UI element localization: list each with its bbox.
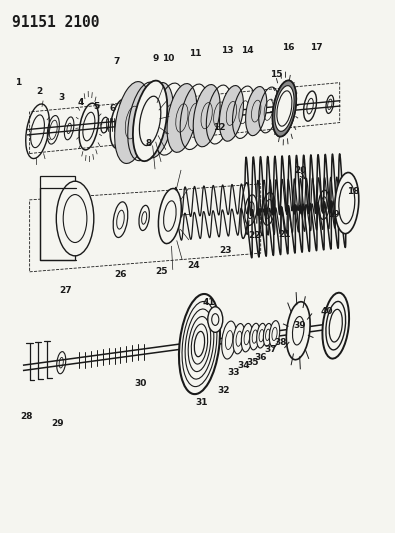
Ellipse shape [158, 189, 181, 244]
Text: 26: 26 [114, 270, 127, 279]
Ellipse shape [263, 324, 272, 346]
Text: 39: 39 [293, 321, 306, 329]
Text: 30: 30 [134, 379, 147, 388]
Ellipse shape [51, 181, 88, 256]
Text: 15: 15 [270, 70, 283, 79]
Text: 11: 11 [189, 49, 202, 58]
Text: 35: 35 [246, 358, 259, 367]
Ellipse shape [241, 183, 249, 238]
Ellipse shape [241, 324, 252, 352]
Text: 17: 17 [310, 44, 322, 52]
Text: 10: 10 [162, 54, 174, 63]
Bar [40, 176, 75, 260]
Ellipse shape [233, 324, 245, 354]
Text: 13: 13 [221, 46, 233, 55]
Text: 36: 36 [254, 353, 267, 361]
Text: 1: 1 [15, 78, 21, 87]
Text: 27: 27 [59, 286, 71, 295]
Text: 12: 12 [213, 124, 226, 132]
Ellipse shape [326, 302, 346, 350]
Text: 16: 16 [282, 44, 295, 52]
Text: 19: 19 [327, 210, 340, 219]
Text: 6: 6 [109, 104, 116, 113]
Ellipse shape [115, 82, 150, 164]
Text: 28: 28 [21, 413, 33, 421]
Text: 37: 37 [264, 345, 277, 353]
Text: 5: 5 [94, 102, 100, 111]
Text: 24: 24 [187, 261, 200, 270]
Text: 25: 25 [156, 268, 168, 276]
Text: 4: 4 [78, 98, 84, 107]
Ellipse shape [322, 293, 349, 359]
Ellipse shape [250, 324, 260, 350]
Ellipse shape [133, 80, 167, 161]
Ellipse shape [56, 181, 94, 256]
Text: 3: 3 [58, 93, 64, 101]
Text: 14: 14 [241, 46, 253, 55]
Ellipse shape [275, 86, 294, 131]
Text: 8: 8 [145, 140, 151, 148]
Ellipse shape [167, 84, 197, 152]
Text: 18: 18 [347, 188, 360, 196]
Text: 21: 21 [278, 230, 291, 239]
Text: 29: 29 [51, 419, 64, 428]
Text: 2: 2 [36, 87, 43, 96]
Text: 22: 22 [248, 231, 261, 240]
Text: 32: 32 [217, 386, 229, 394]
Text: 40: 40 [321, 308, 333, 316]
Ellipse shape [193, 85, 220, 147]
Text: 23: 23 [219, 246, 231, 255]
Ellipse shape [141, 83, 173, 158]
Text: 91151 2100: 91151 2100 [12, 15, 100, 30]
Ellipse shape [273, 80, 296, 136]
Ellipse shape [208, 307, 223, 333]
Ellipse shape [246, 86, 267, 136]
Ellipse shape [273, 80, 296, 136]
Text: 31: 31 [195, 398, 208, 407]
Text: 7: 7 [113, 57, 120, 66]
Ellipse shape [286, 302, 310, 360]
Text: 20: 20 [294, 166, 307, 175]
Ellipse shape [179, 294, 220, 394]
Ellipse shape [219, 86, 243, 141]
Ellipse shape [269, 321, 280, 347]
Ellipse shape [335, 173, 359, 233]
Text: 38: 38 [274, 338, 287, 346]
Text: 33: 33 [228, 368, 240, 376]
Text: 41: 41 [203, 298, 216, 307]
Text: 34: 34 [238, 361, 250, 369]
Ellipse shape [222, 321, 237, 359]
Ellipse shape [257, 324, 266, 348]
Text: 9: 9 [153, 54, 159, 63]
